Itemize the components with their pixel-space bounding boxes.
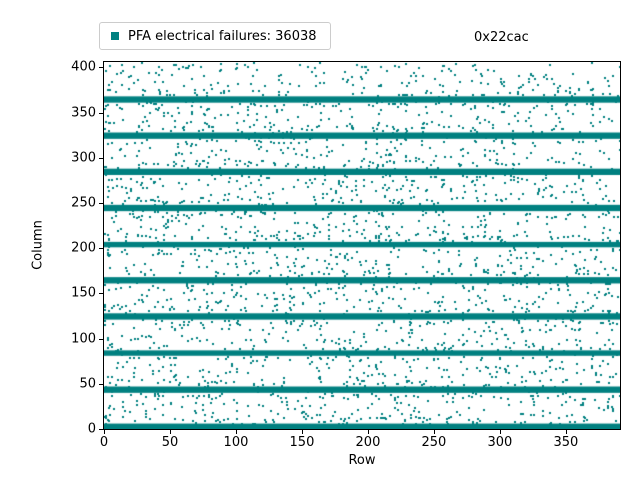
x-tick-label: 50 [161, 435, 179, 450]
x-tick-label: 150 [289, 435, 315, 450]
x-tick-label: 100 [223, 435, 249, 450]
x-tick-mark [169, 430, 171, 434]
y-tick-mark [99, 248, 103, 250]
legend-label: PFA electrical failures: 36038 [128, 28, 317, 44]
x-axis-label: Row [348, 453, 376, 468]
x-tick-label: 350 [553, 435, 579, 450]
y-tick-label: 50 [79, 376, 96, 392]
x-tick-mark [499, 430, 501, 434]
x-tick-mark [235, 430, 237, 434]
y-tick-mark [99, 203, 103, 204]
x-tick-label: 300 [487, 435, 513, 450]
x-tick-label: 250 [421, 435, 447, 450]
legend-marker-icon [111, 32, 119, 40]
scatter-canvas [104, 62, 620, 429]
y-tick-mark [99, 429, 103, 430]
y-tick-mark [99, 338, 103, 340]
y-tick-mark [99, 293, 103, 295]
y-tick-mark [99, 112, 103, 114]
y-tick-mark [99, 67, 103, 69]
x-tick-label: 0 [99, 435, 109, 450]
x-tick-label: 200 [355, 435, 381, 450]
y-axis-label: Column [30, 220, 46, 270]
y-tick-mark [99, 383, 103, 385]
legend: PFA electrical failures: 36038 [99, 22, 331, 50]
y-tick-mark [99, 157, 103, 159]
y-tick-label: 250 [71, 195, 96, 211]
x-tick-mark [565, 430, 567, 434]
x-tick-mark [301, 430, 303, 434]
y-tick-label: 400 [71, 59, 96, 75]
y-tick-label: 150 [71, 285, 96, 301]
y-tick-label: 100 [71, 331, 96, 347]
y-tick-label: 0 [87, 421, 96, 437]
y-tick-label: 200 [71, 240, 96, 256]
x-tick-mark [433, 430, 435, 434]
y-tick-label: 300 [71, 150, 96, 166]
x-tick-mark [367, 430, 369, 434]
x-tick-mark [104, 430, 105, 434]
chart-title: 0x22cac [474, 30, 529, 45]
plot-area [103, 61, 621, 430]
y-tick-label: 350 [71, 105, 96, 121]
